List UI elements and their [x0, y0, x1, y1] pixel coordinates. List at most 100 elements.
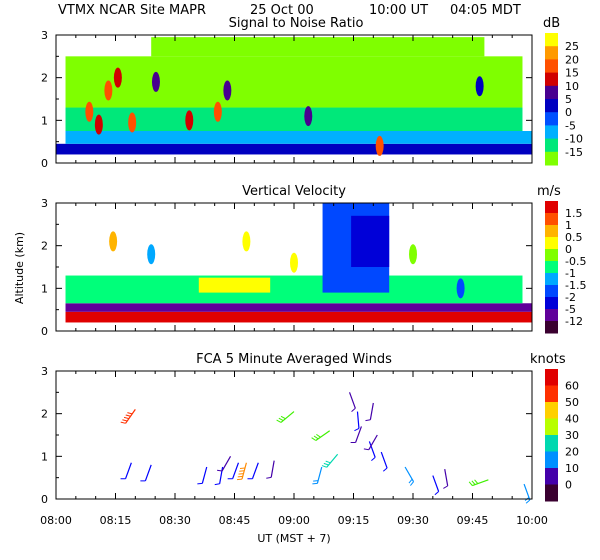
colorbar: 1.510.50-0.5-1-1.5-2-5-12: [545, 201, 586, 334]
colorbar-label: -15: [565, 146, 583, 159]
colorbar-swatch: [545, 225, 558, 238]
y-tick-label: 2: [41, 72, 48, 85]
colorbar-swatch: [545, 33, 558, 47]
wind-barb-flag: [468, 481, 473, 486]
wind-barb: [236, 462, 247, 481]
wind-barb-flag: [280, 415, 286, 420]
wind-barb-flag: [239, 467, 246, 469]
y-tick-label: 0: [41, 325, 48, 338]
y-tick-label: 0: [41, 493, 48, 506]
wind-barb: [350, 426, 362, 444]
x-tick-label: 08:00: [40, 514, 72, 527]
header-date: 25 Oct 00: [250, 3, 314, 18]
colorbar-label: -2: [565, 291, 576, 304]
y-tick-label: 1: [41, 450, 48, 463]
wind-barb: [120, 409, 136, 424]
heatmap-band: [151, 37, 485, 57]
heatmap-cell: [290, 252, 298, 273]
wind-barb-flag: [382, 467, 388, 472]
colorbar-swatch: [545, 72, 558, 87]
x-tick-label: 08:15: [100, 514, 132, 527]
x-tick-label: 08:45: [219, 514, 251, 527]
colorbar-swatch: [545, 468, 558, 485]
colorbar-label: 1.5: [565, 207, 583, 220]
wind-barb-flag: [371, 456, 376, 462]
heatmap-cell: [151, 71, 160, 92]
heatmap-band: [65, 131, 533, 144]
wind-barb-flag: [123, 416, 130, 420]
heatmap-cell: [113, 67, 122, 88]
y-tick-label: 3: [41, 365, 48, 378]
wind-barb-flag: [237, 475, 243, 478]
wind-barb: [321, 453, 339, 468]
wind-barb-staff: [380, 451, 388, 469]
wind-barb-flag: [125, 414, 131, 417]
plot-layer: 01232520151050-5-10-1501231.510.50-0.5-1…: [40, 29, 586, 527]
wind-barb: [523, 483, 531, 504]
wind-barb-flag: [312, 482, 318, 485]
colorbar-swatch: [545, 201, 558, 214]
colorbar-label: 5: [565, 93, 572, 106]
colorbar-label: 20: [565, 53, 579, 66]
heatmap-cell: [85, 101, 94, 122]
wind-barb: [404, 466, 415, 486]
wind-barb: [197, 466, 208, 485]
wind-barb-staff: [369, 402, 374, 420]
y-tick-label: 1: [41, 282, 48, 295]
wind-barb-staff: [432, 475, 440, 492]
wind-barb: [432, 475, 440, 496]
wind-barb-staff: [221, 456, 232, 472]
y-tick-label: 0: [41, 157, 48, 170]
heatmap-band: [65, 303, 533, 312]
heatmap-cell: [213, 101, 222, 122]
colorbar-label: -10: [565, 133, 583, 146]
wind-barb-flag: [525, 499, 531, 504]
colorbar-label: -5: [565, 119, 576, 132]
snr-unit-label: dB: [543, 16, 560, 31]
colorbar-swatch: [545, 99, 558, 113]
header-time-local: 04:05 MDT: [450, 3, 521, 18]
colorbar-swatch: [545, 309, 558, 322]
colorbar-swatch: [545, 484, 558, 502]
x-axis-label: UT (MST + 7): [257, 532, 330, 545]
colorbar-swatch: [545, 46, 558, 60]
colorbar-label: 15: [565, 67, 579, 80]
colorbar-swatch: [545, 321, 558, 334]
header-time-ut: 10:00 UT: [369, 3, 428, 18]
wind-barb-staff: [251, 462, 259, 479]
wind-barb-staff: [348, 392, 356, 409]
wind-barb: [217, 456, 232, 472]
wind-barb-staff: [219, 466, 224, 484]
wind-barb-flag: [276, 419, 282, 423]
heatmap-cell: [456, 278, 465, 299]
colorbar-label: -5: [565, 303, 576, 316]
colorbar-swatch: [545, 297, 558, 310]
wind-barb-flag: [120, 421, 126, 424]
colorbar-swatch: [545, 59, 558, 74]
wind-barb: [214, 466, 224, 486]
colorbar-label: 20: [565, 446, 579, 459]
heatmap-cell: [147, 244, 156, 265]
wind-barb: [363, 434, 378, 451]
y-tick-label: 1: [41, 114, 48, 127]
wind-barb-flag: [266, 476, 272, 479]
y-tick-label: 2: [41, 408, 48, 421]
colorbar-swatch: [545, 261, 558, 274]
wind-barb-flag: [354, 428, 360, 432]
snr-title: Signal to Noise Ratio: [229, 16, 364, 31]
velocity-unit-label: m/s: [537, 184, 561, 199]
colorbar-swatch: [545, 125, 558, 140]
wind-barb-flag: [313, 435, 319, 440]
colorbar-label: 40: [565, 413, 579, 426]
heatmap-cell: [94, 114, 103, 135]
heatmap-cell: [304, 106, 313, 127]
colorbar-swatch: [545, 138, 558, 153]
x-tick-label: 08:30: [159, 514, 191, 527]
x-tick-label: 10:00: [516, 514, 548, 527]
colorbar-label: 10: [565, 462, 579, 475]
x-tick-label: 09:30: [397, 514, 429, 527]
wind-barb: [247, 462, 259, 480]
wind-barb-flag: [471, 480, 476, 485]
